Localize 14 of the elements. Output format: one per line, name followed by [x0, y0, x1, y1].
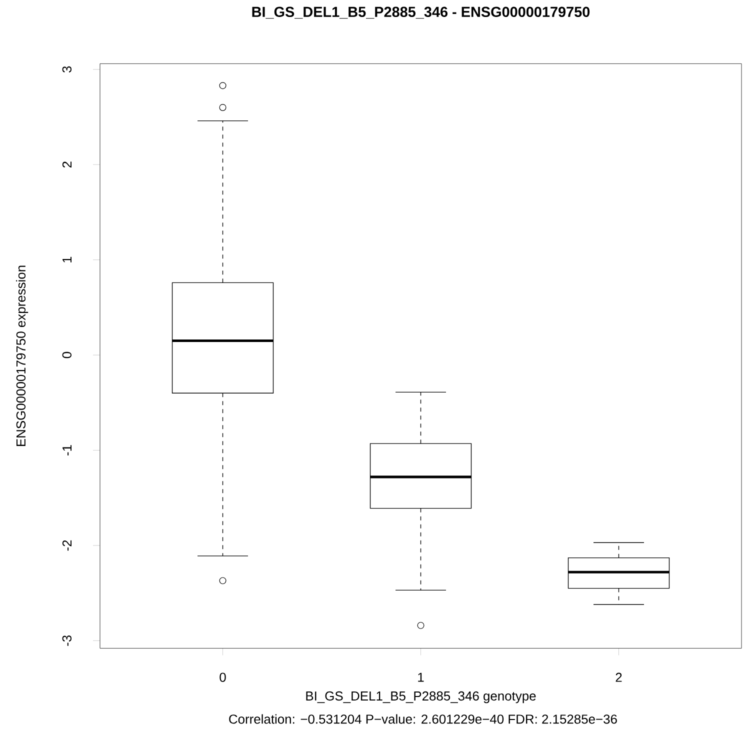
y-tick-label: 1 [62, 256, 72, 262]
y-tick-label: 2 [62, 162, 72, 168]
x-tick-label: 2 [616, 672, 622, 682]
chart-title: BI_GS_DEL1_B5_P2885_346 - ENSG00000179750 [252, 6, 590, 19]
text: Correlation: −0.531204 P−value: 2.601229e−40 FDR: 2.15285e−36 [229, 714, 617, 724]
y-tick-label: -2 [62, 540, 72, 551]
x-axis-title: BI_GS_DEL1_B5_P2885_346 genotype [306, 691, 536, 704]
y-tick-label: -1 [62, 445, 72, 456]
y-axis-title: ENSG00000179750 expression [16, 266, 28, 446]
y-tick-label: 0 [62, 352, 72, 358]
y-tick-label: -3 [62, 635, 72, 646]
x-tick-label: 0 [220, 672, 226, 682]
y-tick-label: 3 [62, 66, 72, 72]
x-tick-label: 1 [418, 672, 424, 682]
